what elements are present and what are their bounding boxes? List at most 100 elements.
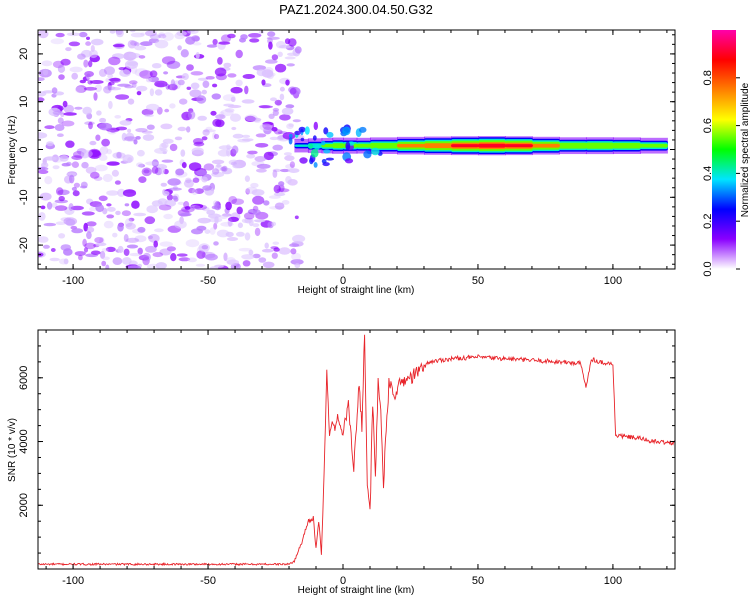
spectral-speckle (85, 41, 91, 46)
spectral-speckle (218, 41, 231, 45)
spectral-speckle (108, 87, 121, 91)
spectral-speckle (258, 30, 265, 34)
y-tick-label: 4000 (18, 429, 30, 453)
spectral-speckle (256, 163, 271, 169)
spectral-speckle (291, 252, 301, 261)
band-speckle (345, 141, 351, 151)
spectral-speckle (289, 161, 295, 169)
spectral-speckle (63, 248, 73, 256)
spectral-speckle (54, 124, 65, 131)
spectral-speckle (220, 221, 234, 227)
spectral-speckle (228, 159, 239, 166)
spectral-speckle (86, 226, 95, 233)
spectral-speckle (201, 245, 209, 250)
spectral-speckle (134, 42, 140, 47)
spectral-speckle (202, 129, 210, 136)
spectral-speckle (151, 159, 159, 168)
spectral-speckle (133, 212, 147, 217)
spectral-speckle (84, 242, 96, 250)
spectral-speckle (63, 112, 77, 116)
spectral-speckle (159, 241, 174, 247)
spectral-speckle (126, 244, 139, 249)
spectral-speckle (271, 54, 279, 61)
spectral-speckle (160, 166, 165, 175)
spectral-speckle (254, 227, 261, 237)
spectral-speckle (223, 252, 228, 262)
band-segment (612, 142, 641, 149)
spectral-speckle (217, 57, 223, 65)
spectral-speckle (151, 166, 159, 174)
spectral-speckle (166, 246, 176, 252)
spectral-speckle (228, 216, 239, 222)
spectral-speckle (195, 52, 200, 59)
spectral-speckle (65, 218, 76, 227)
spectral-speckle (121, 210, 131, 217)
spectral-speckle (202, 185, 213, 191)
spectral-speckle (196, 225, 207, 231)
spectral-speckle (138, 163, 146, 168)
colorbar-tick-label: 0.0 (702, 261, 714, 276)
y-tick-label: 20 (18, 48, 30, 60)
band-segment (639, 143, 668, 148)
spectral-speckle (63, 217, 78, 226)
spectrogram-signal-band (288, 121, 668, 168)
spectral-speckle (114, 115, 121, 119)
spectral-speckle (250, 117, 262, 122)
spectral-speckle (124, 60, 139, 70)
colorbar-tick-label: 0.8 (702, 70, 714, 85)
spectral-speckle (61, 120, 75, 127)
spectral-speckle (244, 114, 258, 122)
spectral-speckle (240, 34, 248, 40)
spectral-speckle (46, 141, 54, 147)
spectral-speckle (137, 149, 145, 157)
spectral-speckle (111, 53, 125, 60)
spectral-speckle (88, 121, 93, 130)
spectral-speckle (275, 63, 287, 73)
spectral-speckle (149, 88, 155, 97)
spectral-speckle (106, 203, 112, 207)
spectral-speckle (54, 199, 68, 204)
spectral-speckle (65, 140, 75, 148)
band-speckle (323, 149, 331, 154)
spectral-speckle (107, 206, 116, 212)
spectral-speckle (222, 94, 236, 102)
spectral-speckle (292, 119, 301, 123)
x-tick-label: 100 (604, 275, 622, 287)
spectral-speckle (218, 145, 233, 150)
colorbar: 0.0 0.2 0.4 0.6 0.8 Normalized spectral ampl… (702, 30, 750, 277)
spectral-speckle (213, 133, 220, 140)
spectral-speckle (203, 163, 215, 171)
spectral-speckle (255, 133, 267, 138)
spectral-speckle (222, 213, 232, 217)
band-speckle (304, 126, 310, 135)
spectral-speckle (141, 167, 152, 177)
spectral-speckle (221, 165, 228, 172)
band-speckle (313, 121, 318, 131)
spectral-speckle (185, 239, 200, 248)
spectral-speckle (227, 218, 233, 227)
band-speckle (321, 140, 326, 146)
spectral-speckle (62, 100, 68, 108)
spectral-speckle (241, 218, 250, 224)
spectral-speckle (212, 132, 217, 140)
spectral-speckle (152, 252, 164, 258)
spectral-speckle (268, 113, 275, 120)
spectral-speckle (145, 30, 157, 37)
spectral-speckle (272, 168, 281, 173)
spectral-speckle (104, 66, 115, 75)
spectral-speckle (57, 189, 70, 196)
spectral-speckle (281, 200, 290, 205)
spectral-speckle (154, 228, 164, 233)
x-tick-label: -50 (200, 275, 216, 287)
spectral-speckle (101, 138, 110, 147)
spectral-speckle (235, 79, 243, 87)
spectral-speckle (250, 182, 259, 188)
spectral-speckle (127, 39, 137, 49)
spectral-speckle (82, 238, 87, 247)
spectral-speckle (289, 87, 297, 95)
spectral-speckle (74, 106, 83, 110)
spectral-speckle (111, 169, 119, 177)
spectral-speckle (271, 252, 278, 259)
spectral-speckle (138, 176, 147, 184)
